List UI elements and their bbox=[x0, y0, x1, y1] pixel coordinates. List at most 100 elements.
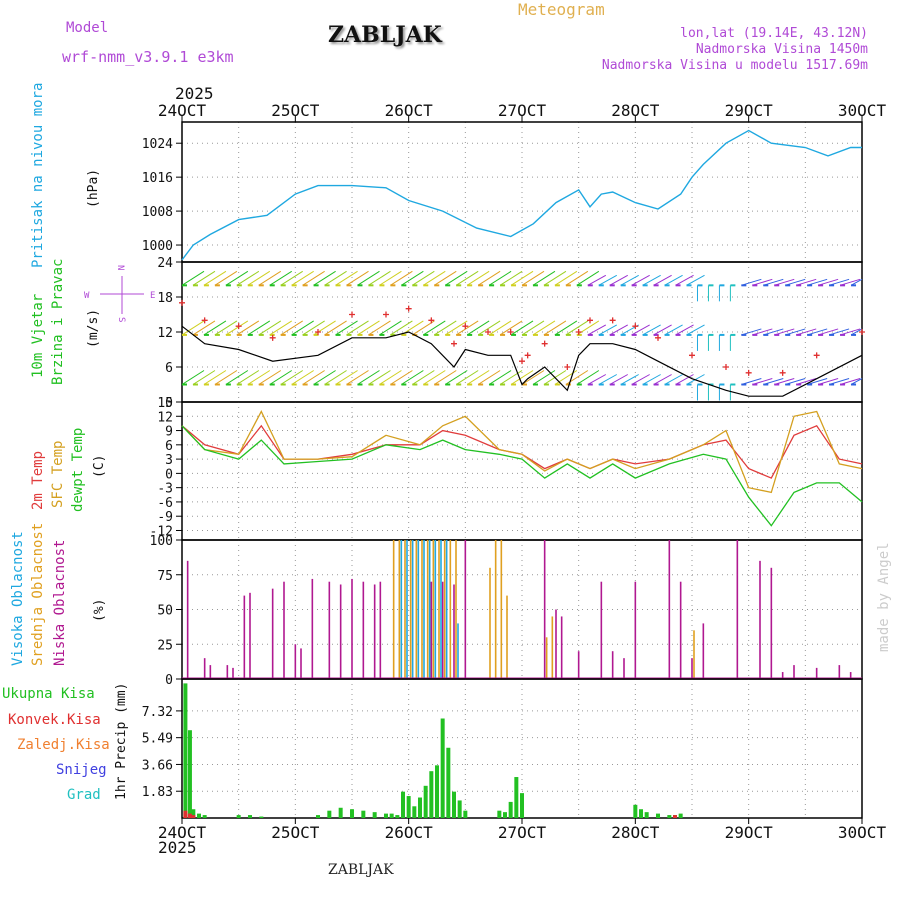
gust-marker bbox=[575, 329, 582, 335]
gust-marker bbox=[519, 358, 525, 365]
precip-bar bbox=[656, 813, 660, 818]
cloud-low-label: Niska Oblacnost bbox=[52, 540, 68, 666]
cloud-labels: Visoka Oblacnost Srednja Oblacnost Niska… bbox=[10, 523, 107, 666]
precip-bar bbox=[187, 813, 192, 818]
wind-barb bbox=[444, 370, 468, 385]
wind-barb bbox=[335, 370, 358, 385]
precip-conv-label: Konvek.Kisa bbox=[8, 712, 101, 728]
y-tick-label: 0 bbox=[165, 467, 173, 482]
date-label-top: 27OCT bbox=[498, 101, 547, 120]
wind-barb bbox=[466, 320, 490, 336]
gust-marker bbox=[428, 317, 435, 324]
date-label-top: 24OCT bbox=[158, 101, 207, 120]
precip-bar bbox=[372, 812, 377, 818]
wind-barb bbox=[412, 270, 435, 286]
wind-barb bbox=[379, 320, 402, 336]
wind-barb bbox=[499, 370, 523, 385]
date-label-bottom: 28OCT bbox=[611, 823, 660, 842]
wind-barb bbox=[247, 320, 271, 336]
wind-barb bbox=[488, 270, 512, 286]
pressure-unit: (hPa) bbox=[86, 169, 101, 208]
wind-barb bbox=[609, 324, 628, 336]
precip-bar bbox=[316, 815, 320, 818]
wind-barb bbox=[412, 320, 435, 336]
precip-bar bbox=[191, 815, 196, 818]
y-tick-label: 1024 bbox=[142, 137, 173, 152]
wind-barb bbox=[664, 374, 683, 385]
wind-barb bbox=[269, 320, 293, 336]
wind-barb bbox=[335, 320, 358, 336]
wind-barb bbox=[620, 374, 639, 385]
wind-barb bbox=[664, 324, 683, 336]
wind-barb bbox=[576, 320, 600, 336]
wind-barb bbox=[609, 274, 628, 286]
precip-bar bbox=[197, 813, 201, 818]
wind-barb bbox=[236, 270, 260, 286]
pressure-title: Pritisak na nivou mora bbox=[30, 83, 46, 268]
wind-barb bbox=[642, 274, 661, 286]
wind-barb bbox=[554, 270, 578, 286]
gust-marker bbox=[541, 340, 548, 347]
wind-barb bbox=[346, 270, 369, 286]
precip-bar bbox=[236, 815, 241, 818]
wind-barb bbox=[642, 324, 661, 336]
precip-unit: 1hr Precip (mm) bbox=[114, 683, 129, 800]
precip-bar bbox=[418, 797, 422, 818]
date-label-top: 30OCT bbox=[838, 101, 887, 120]
temp-series-2 bbox=[181, 425, 863, 527]
gust-marker bbox=[405, 305, 412, 312]
wind-barb bbox=[258, 320, 282, 336]
wind-barb bbox=[379, 370, 402, 385]
wind-barb bbox=[302, 320, 325, 336]
wind-barb bbox=[543, 270, 567, 286]
wind-barb bbox=[521, 270, 545, 286]
wind-barb bbox=[576, 370, 600, 385]
pressure-line bbox=[181, 129, 862, 261]
wind-barb bbox=[587, 374, 607, 385]
year-bottom: 2025 bbox=[158, 838, 197, 857]
cloud-panel: 0 25 50 75 100 bbox=[150, 534, 863, 688]
wind-barb bbox=[236, 320, 260, 336]
wind-barb bbox=[401, 370, 424, 385]
wind-barb bbox=[258, 370, 282, 385]
precip-bar bbox=[259, 816, 264, 818]
wind-barb bbox=[477, 320, 501, 336]
gust-marker bbox=[524, 352, 531, 359]
gust-marker bbox=[269, 334, 276, 341]
y-tick-label: -9 bbox=[157, 510, 173, 525]
compass-n: N bbox=[115, 265, 125, 270]
wind-barb bbox=[181, 320, 205, 336]
wind-barb bbox=[291, 320, 314, 336]
temp-2m-label: 2m Temp bbox=[30, 451, 46, 510]
y-tick-label: 75 bbox=[157, 569, 173, 584]
year-top: 2025 bbox=[175, 84, 214, 103]
wind-barb bbox=[280, 320, 303, 336]
precip-bar bbox=[452, 791, 456, 818]
wind-barb bbox=[664, 274, 683, 286]
y-tick-label: 0 bbox=[165, 396, 173, 411]
gust-marker bbox=[179, 299, 185, 306]
wind-barb bbox=[401, 270, 424, 286]
wind-panel: 0 6 12 18 24 bbox=[157, 256, 865, 411]
wind-barb bbox=[291, 270, 314, 286]
gust-marker bbox=[507, 329, 514, 335]
date-label-top: 25OCT bbox=[271, 101, 320, 120]
wind-barb bbox=[587, 324, 607, 336]
wind-barb bbox=[499, 320, 523, 336]
precip-bar bbox=[401, 791, 405, 818]
wind-barb bbox=[444, 320, 468, 336]
gust-marker bbox=[485, 329, 491, 335]
precip-bar bbox=[667, 815, 672, 818]
wind-barb bbox=[598, 274, 618, 286]
precip-frozen-label: Zaledj.Kisa bbox=[17, 737, 110, 753]
y-tick-label: 3 bbox=[165, 453, 173, 468]
y-tick-label: 25 bbox=[157, 638, 173, 653]
wind-barb bbox=[565, 320, 589, 336]
wind-barb bbox=[587, 274, 607, 286]
precip-bar bbox=[183, 683, 188, 818]
wind-speed-line bbox=[181, 325, 863, 397]
precip-bar bbox=[503, 812, 507, 818]
y-tick-label: 100 bbox=[150, 534, 173, 549]
wind-barb bbox=[280, 370, 303, 385]
